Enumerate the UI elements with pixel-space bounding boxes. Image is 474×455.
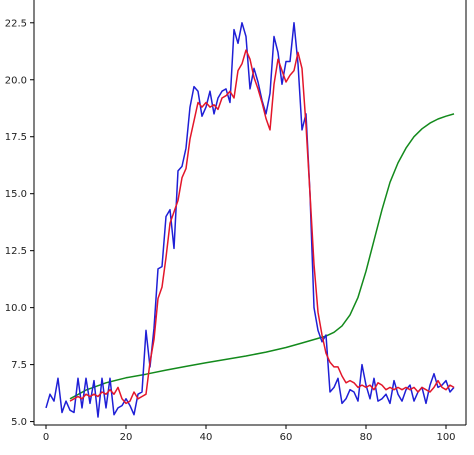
y-tick-label: 7.5 bbox=[11, 360, 27, 371]
blue-series bbox=[45, 22, 455, 418]
y-tick-label: 15.0 bbox=[5, 189, 27, 200]
ticks: 5.0 7.5 10.0 12.5 15.0 17.5 20.0 22.5 0 20 40 60 80 1… bbox=[5, 18, 456, 443]
x-tick-label: 60 bbox=[280, 432, 293, 443]
y-tick-label: 10.0 bbox=[5, 303, 27, 314]
red-series bbox=[69, 49, 455, 405]
series-lines bbox=[45, 22, 455, 418]
y-tick-label: 20.0 bbox=[5, 75, 27, 86]
y-tick-label: 12.5 bbox=[5, 246, 27, 257]
x-tick-label: 0 bbox=[43, 432, 49, 443]
x-tick-label: 100 bbox=[436, 432, 455, 443]
x-tick-label: 20 bbox=[120, 432, 133, 443]
x-tick-label: 80 bbox=[360, 432, 373, 443]
axes bbox=[33, 0, 467, 426]
x-tick-label: 40 bbox=[200, 432, 213, 443]
y-tick-label: 22.5 bbox=[5, 18, 27, 29]
y-tick-label: 5.0 bbox=[11, 417, 27, 428]
y-tick-label: 17.5 bbox=[5, 132, 27, 143]
green-series bbox=[69, 113, 455, 400]
